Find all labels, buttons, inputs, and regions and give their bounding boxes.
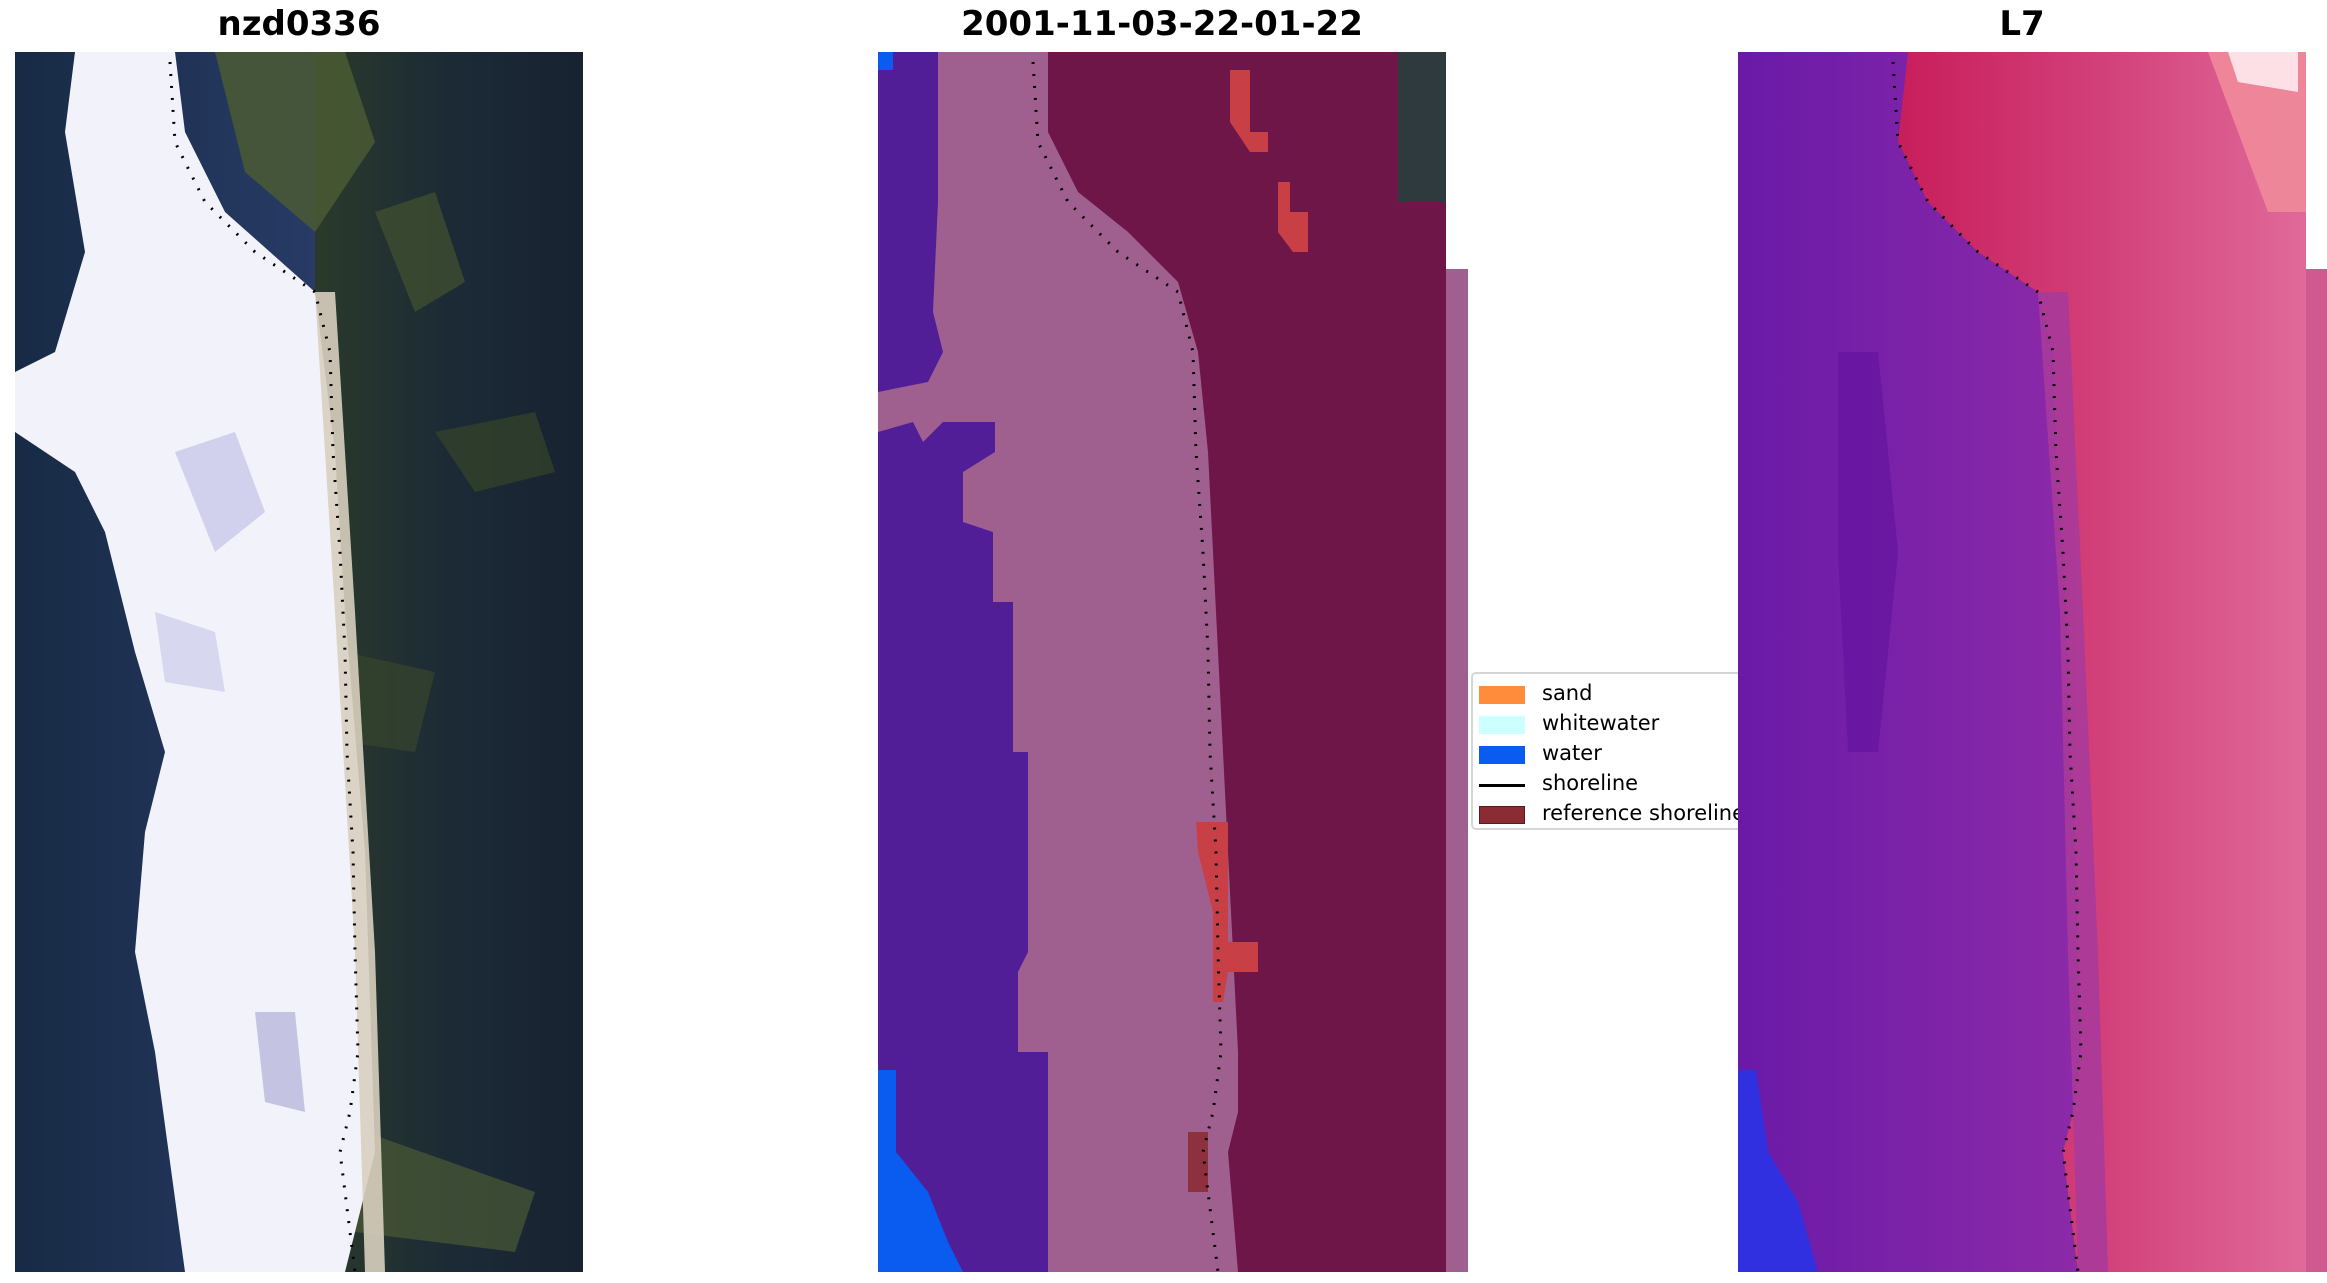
- reference-shadow: [1188, 1132, 1208, 1192]
- whitewater-shadow: [175, 432, 265, 552]
- vegetation-patch: [345, 652, 435, 752]
- reference-highlight: [1196, 822, 1258, 1002]
- reference-highlight: [1278, 182, 1308, 252]
- vegetation-patch: [215, 52, 375, 232]
- whitewater-shadow: [155, 612, 225, 692]
- water-blue-class: [878, 1070, 963, 1272]
- index-image-panel: [1738, 52, 2327, 1272]
- dark-water-band: [1838, 352, 1898, 752]
- whitewater-swatch: [1479, 716, 1525, 734]
- dark-water: [1738, 1070, 1818, 1272]
- rgb-image-panel: [15, 52, 583, 1272]
- legend-item-sand: sand: [1473, 680, 1741, 708]
- classification-panel: [878, 52, 1468, 1272]
- reference-highlight: [1230, 70, 1268, 152]
- transition-band: [2038, 292, 2108, 1272]
- whitewater-shadow: [255, 1012, 305, 1112]
- shoreline-swatch: [1479, 784, 1525, 787]
- panel-title-image: nzd0336: [217, 4, 381, 44]
- legend-label: shoreline: [1542, 771, 1639, 795]
- legend-label: whitewater: [1542, 711, 1660, 735]
- legend-item-whitewater: whitewater: [1473, 710, 1741, 738]
- vegetation-patch: [435, 412, 555, 492]
- legend-item-reference-shoreline: reference shoreline: [1473, 800, 1745, 828]
- sand-strip: [315, 292, 385, 1272]
- panel-title-date: 2001-11-03-22-01-22: [961, 4, 1363, 44]
- land-index: [1898, 52, 2306, 1272]
- water-class: [878, 422, 1048, 1272]
- bright-corner: [2208, 52, 2306, 212]
- unclassified-corner: [1398, 52, 1446, 202]
- legend-label: reference shoreline: [1542, 801, 1746, 825]
- legend-label: water: [1542, 741, 1602, 765]
- vegetation-patch: [355, 1132, 535, 1252]
- legend-label: sand: [1542, 681, 1593, 705]
- water-swatch: [1479, 746, 1525, 764]
- edge-strip: [1446, 269, 1468, 1272]
- vegetation-patch: [375, 192, 465, 312]
- water-blue-class: [878, 52, 893, 70]
- sand-swatch: [1479, 686, 1525, 704]
- legend: sand whitewater water shoreline referenc…: [1471, 672, 1745, 830]
- edge-strip: [2306, 269, 2327, 1272]
- legend-item-shoreline: shoreline: [1473, 770, 1741, 798]
- panel-title-satellite: L7: [1999, 4, 2045, 44]
- water-class: [878, 52, 943, 392]
- legend-item-water: water: [1473, 740, 1741, 768]
- bright-corner: [2228, 52, 2298, 92]
- reference-shoreline-swatch: [1479, 806, 1525, 824]
